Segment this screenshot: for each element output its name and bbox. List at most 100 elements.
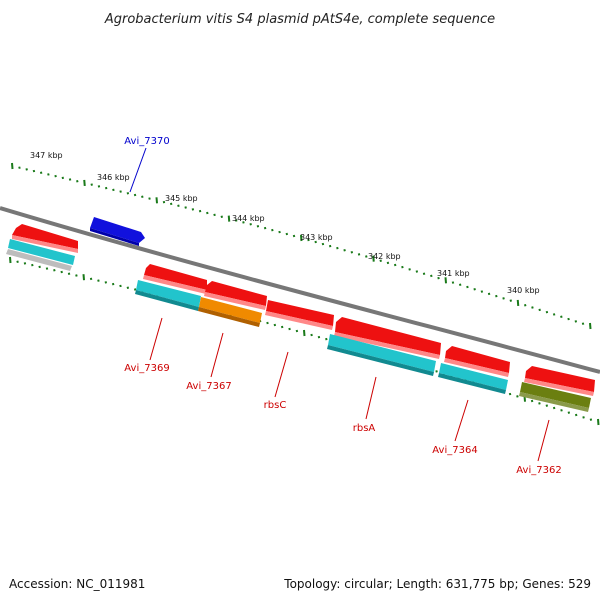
minor-tick xyxy=(76,179,79,183)
major-tick xyxy=(300,234,303,242)
label-leaders xyxy=(129,147,550,462)
gene-label-avi-7362[interactable]: Avi_7362 xyxy=(516,465,561,476)
gene-cds[interactable] xyxy=(335,317,441,355)
minor-tick xyxy=(119,190,122,193)
minor-tick xyxy=(325,337,328,341)
gene-label-avi-7369[interactable]: Avi_7369 xyxy=(124,363,169,374)
minor-tick xyxy=(162,200,166,204)
minor-tick xyxy=(415,270,419,273)
major-tick xyxy=(227,215,231,222)
major-tick xyxy=(444,277,447,284)
gene-cds[interactable] xyxy=(525,366,595,392)
gene-avi-7367[interactable] xyxy=(199,297,262,323)
gene-grey[interactable] xyxy=(6,249,72,271)
minor-tick xyxy=(560,315,563,318)
minor-tick xyxy=(328,244,332,248)
backbone-line xyxy=(0,206,600,374)
gene-avi-7367-shade xyxy=(198,307,260,327)
minor-tick xyxy=(310,333,313,337)
major-tick xyxy=(83,179,86,187)
gene-cds[interactable] xyxy=(205,281,267,306)
gene-rbsa[interactable] xyxy=(328,334,436,372)
minor-tick xyxy=(31,263,34,267)
gene-cyan[interactable] xyxy=(8,239,75,265)
scale-label: 347 kbp xyxy=(30,151,63,160)
gene-label-avi-7367[interactable]: Avi_7367 xyxy=(186,381,231,392)
minor-tick xyxy=(530,399,534,403)
gene-cds[interactable] xyxy=(144,264,207,290)
scale-label: 343 kbp xyxy=(300,233,333,242)
minor-tick xyxy=(126,192,130,195)
minor-tick xyxy=(38,265,41,269)
gene-cds-shade xyxy=(444,358,509,377)
gene-labels: Avi_7370 Avi_7369 Avi_7367 rbsC rbsA Avi… xyxy=(124,136,561,476)
minor-tick xyxy=(206,211,209,215)
minor-tick xyxy=(242,221,245,224)
minor-tick xyxy=(220,215,223,218)
scale-label: 344 kbp xyxy=(232,214,265,223)
gene-rbsa-shade xyxy=(327,345,434,376)
minor-tick xyxy=(581,322,585,325)
gene-cds[interactable] xyxy=(12,224,78,249)
minor-tick xyxy=(350,251,354,254)
minor-tick xyxy=(295,329,299,333)
minor-tick xyxy=(538,402,541,405)
gene-label-avi-7364[interactable]: Avi_7364 xyxy=(432,445,477,456)
minor-tick xyxy=(97,185,101,188)
minor-tick xyxy=(430,274,433,278)
minor-tick xyxy=(271,228,274,232)
minor-tick xyxy=(288,327,291,331)
minor-tick xyxy=(408,268,411,271)
minor-tick xyxy=(235,219,238,222)
gene-avi-7364[interactable] xyxy=(439,363,508,390)
minor-tick xyxy=(104,281,108,284)
minor-tick xyxy=(321,242,325,246)
minor-tick xyxy=(393,263,397,267)
minor-tick xyxy=(292,234,296,238)
leader-line xyxy=(365,376,377,420)
major-tick xyxy=(303,329,306,337)
gene-avi-7362[interactable] xyxy=(520,382,591,408)
minor-tick xyxy=(552,406,556,410)
major-tick xyxy=(597,418,600,426)
minor-tick xyxy=(280,325,284,329)
minor-tick xyxy=(54,174,57,178)
minor-tick xyxy=(307,238,310,242)
minor-tick xyxy=(365,255,368,258)
minor-tick xyxy=(314,240,317,244)
major-tick xyxy=(589,322,592,330)
minor-tick xyxy=(47,173,50,176)
minor-tick xyxy=(466,285,469,289)
scale-labels: 347 kbp 346 kbp 345 kbp 344 kbp 343 kbp … xyxy=(30,151,540,295)
minor-tick xyxy=(336,246,339,250)
minor-tick xyxy=(582,416,585,419)
minor-tick xyxy=(574,320,578,323)
gene-cds[interactable] xyxy=(266,300,334,326)
gene-label-rbsc[interactable]: rbsC xyxy=(264,400,287,411)
minor-tick xyxy=(524,303,527,307)
minor-tick xyxy=(317,335,321,339)
minor-tick xyxy=(560,409,563,412)
gene-label-rbsa[interactable]: rbsA xyxy=(353,423,376,434)
minor-tick xyxy=(487,292,491,296)
minor-tick xyxy=(45,267,49,270)
minor-tick xyxy=(473,288,476,291)
gene-label-avi-7370[interactable]: Avi_7370 xyxy=(124,136,169,147)
gene-cds[interactable] xyxy=(445,346,510,373)
scale-label: 342 kbp xyxy=(368,252,401,261)
minor-tick xyxy=(357,253,361,256)
gene-avi-7362-shade xyxy=(519,392,589,412)
minor-tick xyxy=(67,272,71,275)
minor-tick xyxy=(32,169,36,173)
minor-tick xyxy=(53,269,56,272)
gene-avi-7370[interactable] xyxy=(90,217,145,243)
minor-tick xyxy=(278,230,281,234)
minor-tick xyxy=(68,178,72,181)
minor-tick xyxy=(451,281,455,284)
scale-label: 341 kbp xyxy=(437,269,470,278)
minor-tick xyxy=(111,282,115,286)
topology-summary-text: Topology: circular; Length: 631,775 bp; … xyxy=(284,577,591,591)
gene-avi-7369[interactable] xyxy=(136,280,201,307)
gene-cds-shade xyxy=(265,311,333,330)
gene-cds-shade xyxy=(334,332,440,359)
